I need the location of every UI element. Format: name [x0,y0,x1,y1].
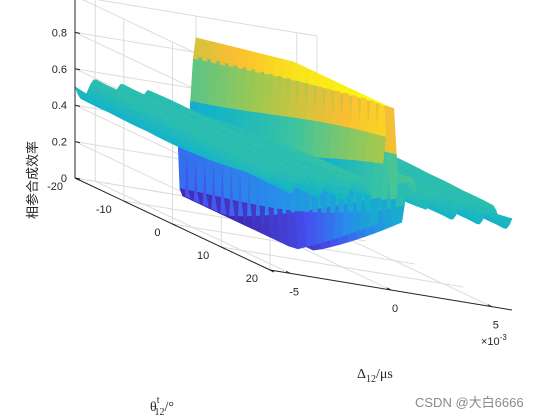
x-tick-label: 0 [392,303,398,315]
y-tick-label: 0 [154,227,160,239]
z-tick-label: 0.6 [52,64,67,76]
z-axis-ticks: 0 0.2 0.4 0.6 0.8 1 [52,0,81,185]
surface-plot [74,37,513,251]
z-tick-label: 0.2 [52,137,67,149]
z-tick-label: 1 [61,0,67,3]
x-tick-mark [285,270,291,274]
surface-patch [499,215,513,226]
y-tick-mark [74,177,80,181]
y-axis-ticks: 20 10 0 -10 -20 [47,177,275,285]
z-tick-mark [74,68,81,71]
y-tick-mark [269,269,275,273]
y-tick-mark [123,200,128,204]
z-tick-label: 0.8 [52,27,67,39]
z-tick-mark [74,104,81,107]
y-tick-mark [221,246,226,250]
z-tick-label: 0 [61,173,67,185]
y-tick-mark [172,223,177,227]
y-tick-label: 20 [246,273,258,285]
y-tick-label: 10 [197,250,209,262]
y-tick-label: -20 [47,181,63,193]
x-tick-label: -5 [289,286,299,298]
x-axis-label: Δ12/μs [357,367,393,385]
x-tick-mark [487,304,493,308]
y-axis-label: θt 12/° [150,395,174,418]
x-exponent-label: ×10-3 [481,333,507,348]
z-axis-label: 相参合成效率 [25,141,41,219]
watermark: CSDN @大白6666 [415,395,524,410]
y-tick-label: -10 [96,204,112,216]
x-tick-mark [386,287,392,291]
x-axis-ticks: -5 0 5 [285,270,499,332]
z-tick-label: 0.4 [52,100,67,112]
z-tick-mark [74,31,81,34]
z-tick-mark [74,141,81,144]
x-tick-label: 5 [493,320,499,332]
